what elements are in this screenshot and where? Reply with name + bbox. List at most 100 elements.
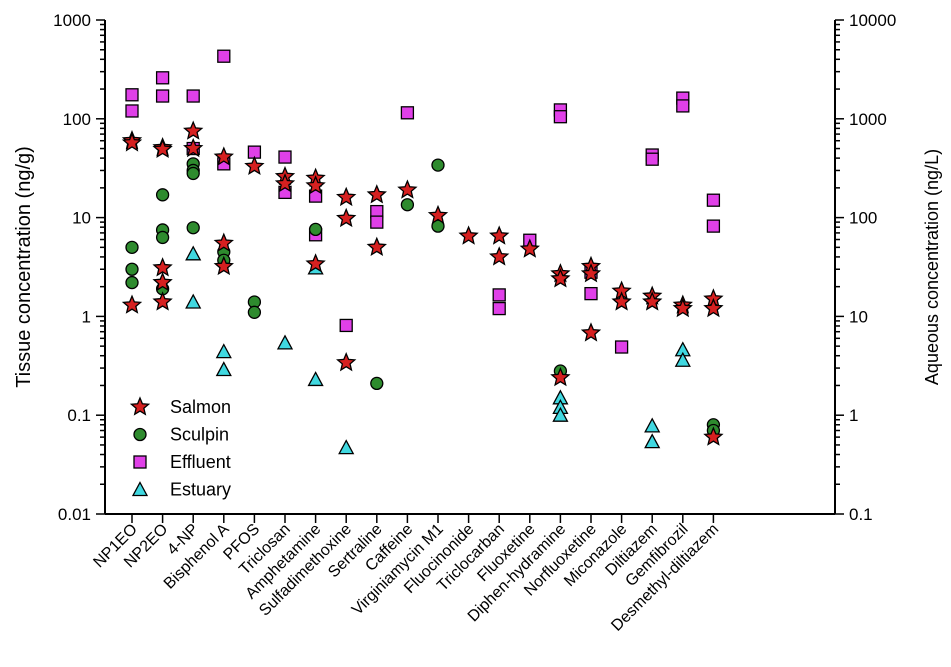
salmon-point-virginiamycin-m1 <box>427 204 449 225</box>
estuary-point-triclosan <box>276 334 294 350</box>
effluent-point-triclocarban <box>492 288 506 302</box>
y-tick-label-right: 0.1 <box>849 505 873 524</box>
salmon-point-sulfadimethoxine <box>336 207 357 228</box>
y-tick-label-right: 1000 <box>849 110 887 129</box>
effluent-point-diphen-hydramine <box>553 110 568 124</box>
y-tick-label-right: 1 <box>849 406 858 425</box>
estuary-point-bisphenol-a <box>215 343 232 359</box>
y-tick-label-left: 100 <box>63 110 91 129</box>
effluent-point-miconazole <box>614 340 629 354</box>
y-tick-label-left: 1000 <box>53 11 91 30</box>
effluent-point-diltiazem <box>645 152 659 166</box>
estuary-point-amphetamine <box>307 371 324 387</box>
y-tick-label-right: 100 <box>849 209 877 228</box>
effluent-point-desmethyl-diltiazem <box>706 219 721 233</box>
y-tick-label-left: 0.1 <box>67 406 91 425</box>
salmon-point-bisphenol-a <box>213 232 234 252</box>
sculpin-point-pfos <box>247 305 262 319</box>
salmon-point-fluocinonide <box>458 225 479 245</box>
effluent-point-4-np <box>186 89 200 103</box>
legend-marker-sculpin <box>133 427 147 442</box>
salmon-point-4-np <box>183 120 204 140</box>
sculpin-point-np2eo <box>155 188 170 202</box>
salmon-point-np1eo <box>121 294 143 314</box>
effluent-point-norfluoxetine <box>584 286 598 301</box>
effluent-point-triclosan <box>278 150 292 164</box>
data-marks-group <box>121 49 724 455</box>
sculpin-point-caffeine <box>400 198 415 212</box>
y-tick-label-right: 10000 <box>849 11 896 30</box>
salmon-point-diphen-hydramine <box>550 366 571 387</box>
salmon-point-sulfadimethoxine <box>336 351 357 372</box>
sculpin-point-virginiamycin-m1 <box>431 158 445 172</box>
legend-label-salmon: Salmon <box>170 397 231 417</box>
effluent-point-sertraline <box>370 215 384 229</box>
y-axis-title-left: Tissue concentration (ng/g) <box>13 146 35 388</box>
salmon-point-sertraline <box>366 236 387 256</box>
salmon-point-fluoxetine <box>519 238 540 258</box>
salmon-point-caffeine <box>397 179 418 199</box>
effluent-point-np2eo <box>155 71 170 85</box>
salmon-point-triclosan <box>274 173 296 193</box>
sculpin-point-np1eo <box>125 240 139 254</box>
salmon-point-np2eo <box>152 138 173 159</box>
effluent-point-desmethyl-diltiazem <box>706 193 721 207</box>
estuary-point-4-np <box>185 293 202 309</box>
legend-label-effluent: Effluent <box>170 452 231 472</box>
salmon-point-amphetamine <box>305 253 326 273</box>
salmon-point-pfos <box>244 155 265 176</box>
effluent-point-caffeine <box>400 106 415 120</box>
series-estuary <box>185 245 691 455</box>
salmon-point-triclocarban <box>489 246 510 266</box>
series-sculpin <box>125 157 721 438</box>
legend: Salmon Sculpin Effluent Estuary <box>129 396 231 500</box>
salmon-point-desmethyl-diltiazem <box>703 426 724 446</box>
sculpin-point-amphetamine <box>308 222 323 237</box>
estuary-point-gemfibrozil <box>674 351 691 367</box>
series-salmon <box>121 120 724 446</box>
series-effluent <box>125 49 721 354</box>
salmon-point-gemfibrozil <box>672 297 693 318</box>
salmon-point-np2eo <box>152 291 173 311</box>
legend-label-estuary: Estuary <box>170 480 231 500</box>
salmon-point-diltiazem <box>642 291 663 311</box>
estuary-point-diltiazem <box>644 417 661 433</box>
salmon-point-norfluoxetine <box>580 263 602 283</box>
y-tick-label-left: 10 <box>72 209 91 228</box>
effluent-point-sulfadimethoxine <box>339 318 353 333</box>
estuary-point-sulfadimethoxine <box>338 439 355 455</box>
axes-group: 0.010.111010010000.1110100100010000NP1EO… <box>53 11 896 635</box>
sculpin-point-np2eo <box>155 230 170 245</box>
legend-label-sculpin: Sculpin <box>170 425 229 445</box>
salmon-point-sertraline <box>366 184 387 204</box>
sculpin-point-sertraline <box>370 376 384 391</box>
salmon-point-4-np <box>183 137 204 158</box>
legend-marker-effluent <box>133 455 147 469</box>
sculpin-point-4-np <box>186 166 200 181</box>
effluent-point-triclocarban <box>492 301 506 316</box>
salmon-point-amphetamine <box>305 175 326 195</box>
y-tick-label-left: 0.01 <box>58 505 91 524</box>
y-tick-label-left: 1 <box>82 307 91 326</box>
estuary-point-4-np <box>185 245 202 261</box>
effluent-point-np1eo <box>125 88 139 102</box>
sculpin-point-np1eo <box>125 262 139 276</box>
y-axis-title-right: Aqueous concentration (ng/L) <box>922 149 942 385</box>
salmon-point-norfluoxetine <box>580 322 602 342</box>
effluent-point-np2eo <box>155 89 170 103</box>
sculpin-point-4-np <box>186 221 200 235</box>
salmon-point-triclocarban <box>489 225 510 245</box>
legend-marker-estuary <box>131 481 149 497</box>
legend-marker-salmon <box>129 396 151 416</box>
salmon-point-bisphenol-a <box>213 255 234 276</box>
salmon-point-desmethyl-diltiazem <box>703 297 724 318</box>
salmon-point-sulfadimethoxine <box>336 186 357 207</box>
salmon-point-bisphenol-a <box>213 146 234 166</box>
salmon-point-np2eo <box>152 271 173 292</box>
effluent-point-bisphenol-a <box>217 49 231 63</box>
salmon-point-diphen-hydramine <box>550 268 571 288</box>
salmon-point-np1eo <box>121 132 143 152</box>
estuary-point-diltiazem <box>644 433 661 449</box>
salmon-point-miconazole <box>611 291 632 311</box>
